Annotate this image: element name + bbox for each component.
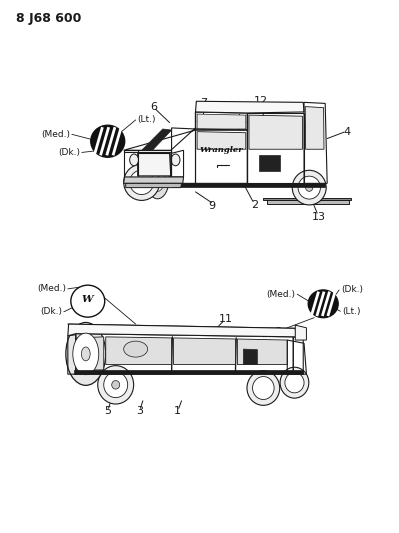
Text: (Med.): (Med.)	[37, 285, 66, 293]
Ellipse shape	[104, 372, 128, 398]
Polygon shape	[142, 129, 172, 150]
Text: 11: 11	[218, 314, 233, 324]
Polygon shape	[267, 200, 349, 204]
Ellipse shape	[292, 171, 326, 205]
Text: (Med.): (Med.)	[266, 290, 295, 298]
Text: W: W	[82, 295, 94, 303]
Text: 5: 5	[104, 407, 111, 416]
Polygon shape	[263, 198, 351, 200]
Ellipse shape	[298, 176, 320, 199]
Text: 6: 6	[150, 102, 157, 111]
Ellipse shape	[71, 285, 105, 317]
Ellipse shape	[138, 178, 146, 187]
Text: (Lt.): (Lt.)	[138, 116, 156, 124]
Polygon shape	[196, 101, 304, 113]
Polygon shape	[249, 115, 302, 149]
Polygon shape	[126, 183, 182, 188]
Ellipse shape	[247, 371, 280, 405]
Polygon shape	[243, 349, 257, 365]
Polygon shape	[124, 177, 184, 183]
Text: 10: 10	[251, 391, 266, 400]
Ellipse shape	[66, 322, 106, 385]
Text: 13: 13	[311, 212, 326, 222]
Ellipse shape	[280, 367, 309, 398]
Polygon shape	[77, 337, 104, 370]
Ellipse shape	[146, 158, 169, 199]
Text: 2: 2	[251, 200, 258, 209]
Text: 8 J68 600: 8 J68 600	[16, 12, 81, 25]
Polygon shape	[295, 325, 306, 340]
Text: (Dk.): (Dk.)	[40, 308, 62, 316]
Text: 9: 9	[208, 201, 215, 211]
Ellipse shape	[306, 184, 313, 191]
Ellipse shape	[130, 170, 154, 195]
Text: 4: 4	[344, 127, 351, 137]
Text: 1: 1	[174, 407, 181, 416]
Text: (Lt.): (Lt.)	[342, 307, 361, 316]
Polygon shape	[197, 132, 246, 149]
Ellipse shape	[171, 154, 180, 166]
Ellipse shape	[73, 333, 99, 375]
Polygon shape	[172, 183, 325, 187]
Ellipse shape	[98, 366, 134, 404]
Text: Wrangler: Wrangler	[200, 146, 243, 155]
Text: 7: 7	[200, 99, 207, 108]
Ellipse shape	[130, 154, 138, 166]
Text: 8: 8	[274, 327, 281, 336]
Polygon shape	[305, 107, 324, 149]
Ellipse shape	[308, 290, 338, 318]
Polygon shape	[106, 337, 172, 365]
Ellipse shape	[124, 164, 160, 200]
Ellipse shape	[124, 341, 148, 357]
Text: (Med.): (Med.)	[41, 130, 70, 139]
Ellipse shape	[151, 166, 164, 191]
Polygon shape	[259, 155, 280, 171]
Ellipse shape	[253, 376, 274, 400]
Text: (Dk.): (Dk.)	[341, 286, 363, 294]
Polygon shape	[174, 338, 235, 365]
Ellipse shape	[81, 347, 90, 361]
Ellipse shape	[91, 125, 124, 157]
Polygon shape	[68, 324, 296, 337]
Ellipse shape	[112, 381, 120, 389]
Text: 12: 12	[254, 96, 269, 106]
Polygon shape	[197, 114, 246, 129]
Polygon shape	[237, 339, 287, 365]
Text: (Dk.): (Dk.)	[58, 148, 80, 157]
Polygon shape	[138, 154, 171, 176]
Text: 3: 3	[136, 407, 143, 416]
Polygon shape	[74, 370, 303, 374]
Ellipse shape	[285, 373, 304, 393]
